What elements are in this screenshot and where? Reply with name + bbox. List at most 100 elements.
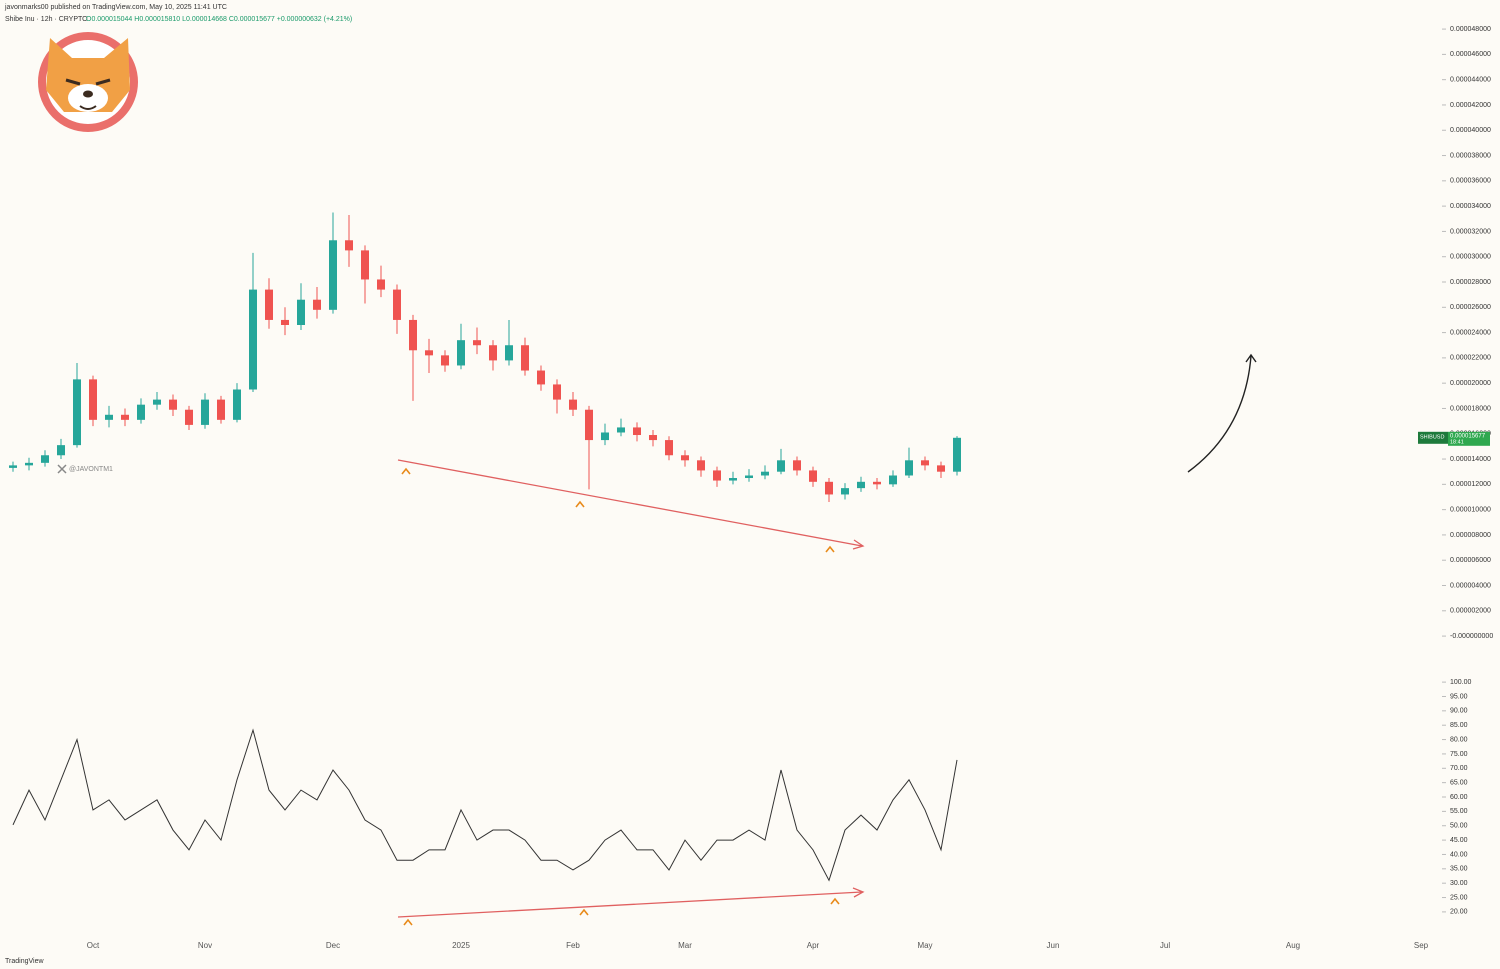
candle-body [649, 435, 657, 441]
candle-body [409, 319, 417, 351]
y-tick-label: 0.000030000 [1450, 254, 1491, 261]
ohlc-legend: O0.000015044 H0.000015810 L0.000014668 C… [86, 16, 352, 23]
candle-body [105, 414, 113, 420]
y-tick-label: 0.000038000 [1450, 152, 1491, 159]
y-tick-label: 30.00 [1450, 880, 1468, 887]
candle-body [249, 289, 257, 390]
y-tick-label: 20.00 [1450, 909, 1468, 916]
footer: TradingView [5, 958, 44, 965]
candle-body [697, 460, 705, 471]
candle-body [57, 445, 65, 456]
projection-arrow [1187, 353, 1257, 473]
candle-body [281, 319, 289, 325]
candle-body [889, 475, 897, 485]
y-tick-label: 80.00 [1450, 736, 1468, 743]
candle-body [297, 299, 305, 325]
candle-body [425, 350, 433, 356]
candle-body [489, 345, 497, 361]
candle-body [937, 465, 945, 472]
watermark: @JAVONTM1 [57, 464, 113, 474]
x-tick-label: Nov [198, 941, 212, 950]
y-tick-label: 0.000036000 [1450, 178, 1491, 185]
carets [401, 467, 840, 926]
y-tick-label: 0.000044000 [1450, 77, 1491, 84]
candle-body [633, 427, 641, 436]
symbol-title: Shibe Inu · 12h · CRYPTO [5, 16, 88, 23]
y-tick-label: 0.000012000 [1450, 481, 1491, 488]
candle-body [361, 250, 369, 280]
y-tick-label: 0.000040000 [1450, 127, 1491, 134]
candle-body [89, 379, 97, 420]
candle-body [569, 399, 577, 410]
x-tick-label: 2025 [452, 941, 470, 950]
candle-body [377, 279, 385, 290]
candle-body [345, 240, 353, 251]
candle-body [793, 460, 801, 471]
candle-body [393, 289, 401, 320]
y-tick-label: 75.00 [1450, 751, 1468, 758]
y-tick-label: 0.000022000 [1450, 355, 1491, 362]
x-tick-label: May [917, 941, 932, 950]
price-tag-symbol: SHIBUSD [1420, 434, 1444, 440]
rsi-line [12, 728, 958, 882]
y-tick-label: 85.00 [1450, 722, 1468, 729]
candle-body [665, 440, 673, 456]
candle-body [265, 289, 273, 320]
candle-body [505, 345, 513, 361]
candle-body [617, 427, 625, 433]
y-tick-label: 45.00 [1450, 837, 1468, 844]
y-tick-label: 0.000024000 [1450, 329, 1491, 336]
candle-body [233, 389, 241, 420]
price-tag-price: 0.000015677 [1450, 433, 1486, 439]
x-tick-label: Oct [87, 941, 100, 950]
y-tick-label: 0.000032000 [1450, 228, 1491, 235]
candle-body [713, 470, 721, 481]
candle-body [201, 399, 209, 425]
candle-body [329, 240, 337, 310]
y-tick-label: 40.00 [1450, 851, 1468, 858]
y-tick-label: 0.000018000 [1450, 405, 1491, 412]
candle-body [761, 471, 769, 476]
candle-body [313, 299, 321, 310]
y-tick-label: 0.000014000 [1450, 456, 1491, 463]
y-tick-label: 0.000010000 [1450, 506, 1491, 513]
logo [38, 32, 138, 132]
candle-body [9, 465, 17, 468]
candle-body [809, 470, 817, 482]
y-tick-label: 0.000048000 [1450, 26, 1491, 33]
candle-body [169, 399, 177, 410]
candle-body [73, 379, 81, 446]
candle-body [537, 370, 545, 385]
watermark-text: @JAVONTM1 [69, 466, 113, 473]
candle-body [473, 340, 481, 346]
candle-body [25, 462, 33, 466]
candle-body [521, 345, 529, 371]
y-tick-label: 90.00 [1450, 708, 1468, 715]
candle-body [457, 340, 465, 366]
candle-body [41, 455, 49, 463]
y-tick-label: 60.00 [1450, 794, 1468, 801]
candle-body [681, 455, 689, 461]
y-tick-label: 55.00 [1450, 808, 1468, 815]
y-tick-label: 0.000034000 [1450, 203, 1491, 210]
candle-body [217, 399, 225, 420]
candle-body [153, 399, 161, 405]
y-tick-label: 0.000042000 [1450, 102, 1491, 109]
x-tick-label: Jun [1047, 941, 1060, 950]
y-tick-label: 50.00 [1450, 823, 1468, 830]
candle-body [729, 478, 737, 481]
candle-body [905, 460, 913, 476]
candle-body [137, 404, 145, 420]
y-tick-label: 70.00 [1450, 765, 1468, 772]
price-tag-box [1448, 431, 1490, 446]
y-tick-label: 35.00 [1450, 866, 1468, 873]
candle-body [121, 414, 129, 420]
y-tick-label: 0.000046000 [1450, 51, 1491, 58]
price-tag-symbol-box [1418, 431, 1448, 444]
x-tick-label: Dec [326, 941, 340, 950]
candle-body [585, 409, 593, 441]
y-tick-label: -0.000000000 [1450, 633, 1493, 640]
y-tick-label: 0.000002000 [1450, 608, 1491, 615]
y-tick-label: 100.00 [1450, 679, 1472, 686]
